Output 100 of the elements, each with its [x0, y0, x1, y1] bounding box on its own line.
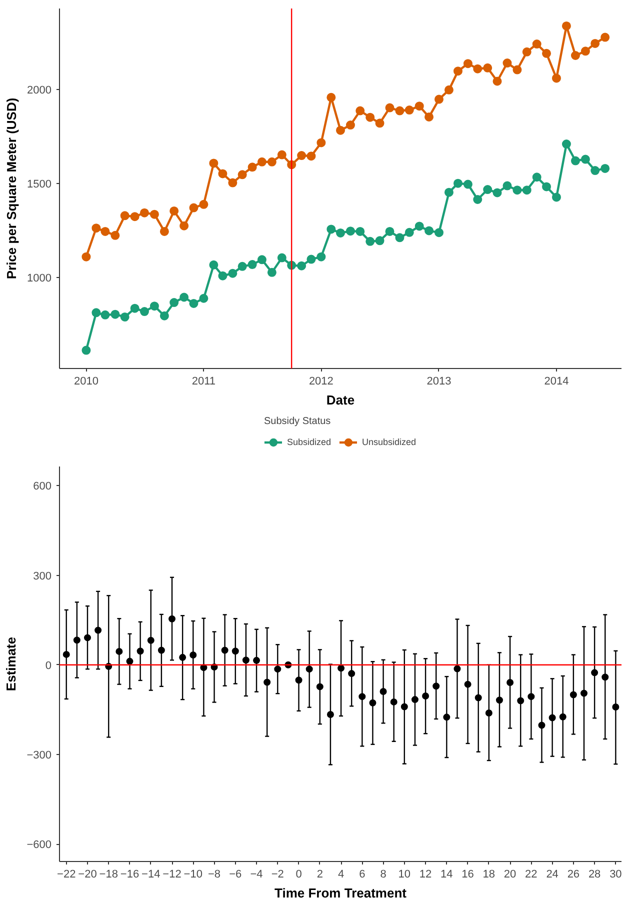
point [444, 85, 454, 94]
point [94, 626, 102, 634]
point [464, 680, 472, 688]
point [116, 648, 123, 655]
point [580, 154, 590, 164]
point [474, 694, 482, 702]
point [366, 236, 375, 246]
point [120, 211, 130, 220]
point [147, 636, 154, 644]
point [232, 648, 239, 655]
point [552, 192, 561, 202]
point [602, 674, 609, 681]
point [110, 310, 120, 319]
point [414, 102, 424, 111]
x-tick-label: 18 [482, 868, 496, 880]
point [180, 221, 189, 230]
point [411, 696, 418, 704]
point [180, 292, 189, 302]
point [562, 140, 571, 149]
point [454, 665, 461, 672]
point [346, 120, 355, 130]
point [306, 254, 316, 264]
y-tick-label: 300 [33, 570, 52, 582]
point [62, 650, 70, 658]
x-tick-label: 2013 [426, 376, 452, 388]
x-tick-label: 12 [419, 868, 432, 880]
point [199, 200, 208, 209]
point [92, 308, 101, 318]
point [580, 690, 588, 697]
point [316, 138, 326, 148]
point [395, 106, 404, 116]
point [600, 164, 610, 173]
point [380, 688, 387, 695]
x-tick-label: −18 [99, 868, 118, 880]
point [424, 226, 434, 236]
point [580, 46, 590, 56]
point [356, 226, 365, 236]
point [218, 271, 228, 280]
point [264, 678, 271, 686]
point [590, 38, 600, 48]
point [126, 658, 134, 665]
legend-label: Subsidized [286, 437, 331, 447]
point [542, 48, 551, 58]
x-tick-label: 6 [359, 868, 366, 880]
point [517, 697, 524, 704]
point [338, 664, 345, 672]
point [600, 32, 610, 42]
point [336, 228, 345, 238]
point [297, 151, 306, 160]
point [591, 669, 598, 676]
x-tick-label: 16 [462, 868, 474, 880]
x-tick-label: 2011 [192, 376, 216, 388]
point [199, 294, 208, 303]
point [295, 676, 302, 684]
x-tick-label: −16 [120, 868, 140, 880]
y-tick-label: −600 [26, 839, 52, 852]
point [267, 268, 276, 277]
x-tick-label: 10 [398, 868, 411, 880]
point [590, 166, 600, 176]
point [84, 634, 91, 642]
point [274, 666, 282, 673]
point [336, 126, 345, 135]
y-tick-label: 1500 [27, 178, 52, 190]
point [73, 636, 80, 644]
y-tick-label: 2000 [27, 84, 52, 96]
point [238, 170, 247, 180]
point [502, 58, 512, 68]
point [253, 656, 260, 664]
x-tick-label: 2012 [308, 376, 334, 388]
point [190, 652, 197, 659]
point [110, 230, 120, 240]
point [306, 666, 313, 673]
point [316, 252, 326, 262]
point [473, 64, 482, 74]
point [170, 206, 179, 216]
x-tick-label: 2014 [544, 376, 569, 388]
point [612, 704, 620, 711]
x-tick-label: −20 [78, 868, 97, 880]
point [485, 710, 492, 716]
point [375, 236, 384, 246]
y-tick-label: 600 [33, 480, 52, 493]
point [348, 670, 356, 678]
point [506, 679, 514, 686]
point [453, 66, 462, 76]
point [130, 212, 140, 222]
point [179, 654, 186, 661]
x-tick-label: 8 [380, 868, 386, 880]
x-tick-label: −22 [57, 868, 76, 880]
point [496, 696, 503, 704]
x-tick-label: −2 [271, 868, 284, 880]
point [130, 304, 140, 313]
point [189, 298, 198, 308]
point [385, 103, 394, 112]
x-tick-label: −10 [184, 868, 202, 880]
point [512, 186, 522, 195]
point [267, 157, 276, 166]
point [82, 252, 91, 262]
point [257, 157, 266, 166]
point [424, 112, 434, 122]
point [404, 106, 414, 115]
